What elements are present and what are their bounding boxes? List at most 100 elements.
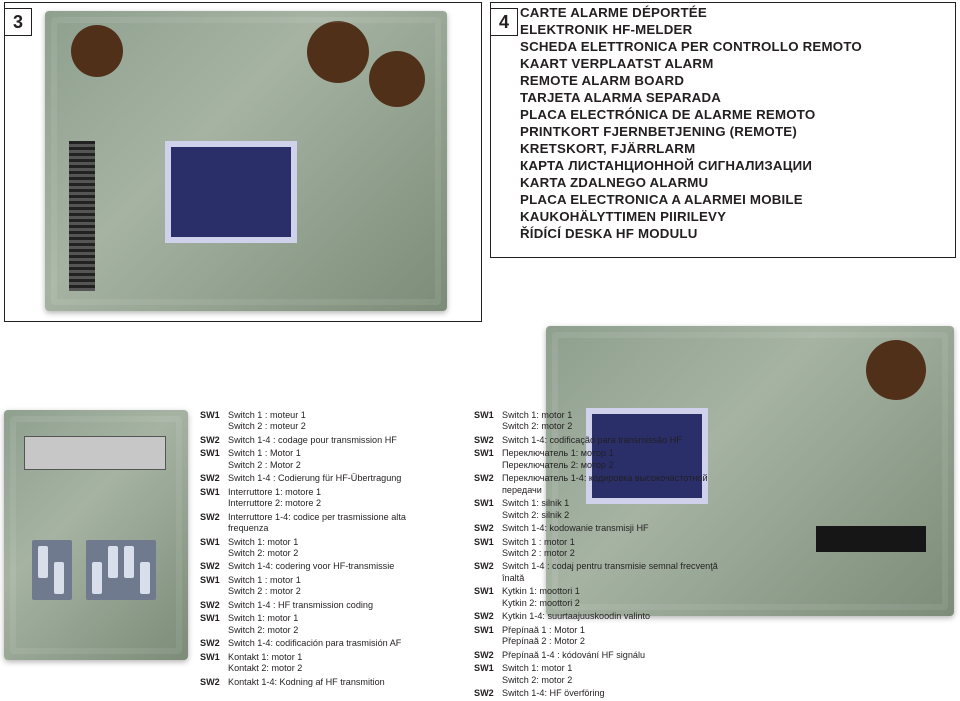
legend-entry: SW2Interruttore 1-4: codice per trasmiss… bbox=[200, 512, 448, 535]
header-line: KARTA ZDALNEGO ALARMU bbox=[520, 174, 952, 191]
legend-text: Switch 1-4: kodowanie transmisji HF bbox=[502, 523, 722, 534]
transformer-blue bbox=[165, 141, 297, 243]
legend-tag: SW1 bbox=[474, 498, 502, 521]
figure-4-number-text: 4 bbox=[499, 12, 509, 33]
legend-text: Switch 1 : Motor 1 Switch 2 : Motor 2 bbox=[228, 448, 448, 471]
dip-switch-sw2 bbox=[86, 540, 156, 600]
legend-entry: SW2Переключатель 1-4: кодировка высокоча… bbox=[474, 473, 722, 496]
legend-text: Switch 1 : moteur 1 Switch 2 : moteur 2 bbox=[228, 410, 448, 433]
legend-entry: SW2Switch 1-4: codificação para transmis… bbox=[474, 435, 722, 446]
legend-tag: SW2 bbox=[200, 435, 228, 446]
legend-text: Switch 1 : motor 1 Switch 2 : motor 2 bbox=[228, 575, 448, 598]
legend-entry: SW1Switch 1 : moteur 1 Switch 2 : moteur… bbox=[200, 410, 448, 433]
header-line: ELEKTRONIK HF-MELDER bbox=[520, 21, 952, 38]
legend-col-2: SW1Switch 1: motor 1 Switch 2: motor 2SW… bbox=[474, 410, 722, 701]
capacitor-r1 bbox=[866, 340, 926, 400]
legend-tag: SW1 bbox=[200, 487, 228, 510]
legend-text: Interruttore 1: motore 1 Interruttore 2:… bbox=[228, 487, 448, 510]
legend-text: Switch 1-4: codificación para trasmisión… bbox=[228, 638, 448, 649]
legend-entry: SW2Switch 1-4 : Codierung für HF-Übertra… bbox=[200, 473, 448, 484]
header-line: CARTE ALARME DÉPORTÉE bbox=[520, 4, 952, 21]
legend-entry: SW2Kontakt 1-4: Kodning af HF transmitio… bbox=[200, 677, 448, 688]
legend-entry: SW2Switch 1-4: codificación para trasmis… bbox=[200, 638, 448, 649]
legend-tag: SW2 bbox=[474, 435, 502, 446]
switch-legend: SW1Switch 1 : moteur 1 Switch 2 : moteur… bbox=[200, 410, 760, 701]
pcb-main-board bbox=[45, 11, 447, 311]
legend-text: Switch 1-4 : HF transmission coding bbox=[228, 600, 448, 611]
legend-tag: SW2 bbox=[200, 677, 228, 688]
legend-text: Přepínaă 1 : Motor 1 Přepínaă 2 : Motor … bbox=[502, 625, 722, 648]
legend-text: Switch 1-4: codificação para transmissão… bbox=[502, 435, 722, 446]
legend-entry: SW2Switch 1-4 : codaj pentru transmisie … bbox=[474, 561, 722, 584]
resistor-block bbox=[24, 436, 166, 470]
pcb-dip-detail bbox=[4, 410, 188, 660]
header-line: SCHEDA ELETTRONICA PER CONTROLLO REMOTO bbox=[520, 38, 952, 55]
header-multilang-list: CARTE ALARME DÉPORTÉEELEKTRONIK HF-MELDE… bbox=[520, 4, 952, 242]
legend-tag: SW1 bbox=[200, 410, 228, 433]
capacitor-2 bbox=[307, 21, 369, 83]
legend-entry: SW1Переключатель 1: мотор 1 Переключател… bbox=[474, 448, 722, 471]
dip-switch-sw1 bbox=[32, 540, 72, 600]
legend-tag: SW1 bbox=[474, 537, 502, 560]
legend-col-1: SW1Switch 1 : moteur 1 Switch 2 : moteur… bbox=[200, 410, 448, 701]
legend-text: Kontakt 1-4: Kodning af HF transmition bbox=[228, 677, 448, 688]
legend-entry: SW1Switch 1: motor 1 Switch 2: motor 2 bbox=[474, 663, 722, 686]
legend-entry: SW1Kytkin 1: moottori 1 Kytkin 2: mootto… bbox=[474, 586, 722, 609]
header-line: KAART VERPLAATST ALARM bbox=[520, 55, 952, 72]
legend-tag: SW2 bbox=[200, 600, 228, 611]
legend-tag: SW1 bbox=[474, 448, 502, 471]
header-line: PRINTKORT FJERNBETJENING (REMOTE) bbox=[520, 123, 952, 140]
legend-entry: SW2Kytkin 1-4: suurtaajuuskoodin valinto bbox=[474, 611, 722, 622]
legend-tag: SW1 bbox=[474, 410, 502, 433]
header-line: КАРТА ЛИСТАНЦИОННОЙ СИГНАЛИЗАЦИИ bbox=[520, 157, 952, 174]
capacitor-3 bbox=[369, 51, 425, 107]
legend-text: Switch 1-4: codering voor HF-transmissie bbox=[228, 561, 448, 572]
legend-entry: SW1Přepínaă 1 : Motor 1 Přepínaă 2 : Mot… bbox=[474, 625, 722, 648]
legend-text: Interruttore 1-4: codice per trasmission… bbox=[228, 512, 448, 535]
heatsink bbox=[69, 141, 95, 291]
legend-tag: SW1 bbox=[474, 625, 502, 648]
legend-text: Switch 1 : motor 1 Switch 2 : motor 2 bbox=[502, 537, 722, 560]
legend-entry: SW1Kontakt 1: motor 1 Kontakt 2: motor 2 bbox=[200, 652, 448, 675]
legend-tag: SW2 bbox=[474, 473, 502, 496]
header-line: KRETSKORT, FJÄRRLARM bbox=[520, 140, 952, 157]
legend-text: Switch 1-4 : codage pour transmission HF bbox=[228, 435, 448, 446]
legend-text: Kytkin 1: moottori 1 Kytkin 2: moottori … bbox=[502, 586, 722, 609]
legend-entry: SW1Interruttore 1: motore 1 Interruttore… bbox=[200, 487, 448, 510]
legend-text: Переключатель 1: мотор 1 Переключатель 2… bbox=[502, 448, 722, 471]
legend-tag: SW2 bbox=[474, 523, 502, 534]
legend-text: Přepínaă 1-4 : kódování HF signálu bbox=[502, 650, 722, 661]
legend-text: Switch 1-4 : codaj pentru transmisie sem… bbox=[502, 561, 722, 584]
legend-entry: SW2Switch 1-4 : HF transmission coding bbox=[200, 600, 448, 611]
legend-text: Switch 1: motor 1 Switch 2: motor 2 bbox=[502, 663, 722, 686]
capacitor-1 bbox=[71, 25, 123, 77]
legend-text: Switch 1-4 : Codierung für HF-Übertragun… bbox=[228, 473, 448, 484]
legend-tag: SW2 bbox=[200, 638, 228, 649]
legend-entry: SW1Switch 1: motor 1 Switch 2: motor 2 bbox=[200, 613, 448, 636]
legend-text: Switch 1: motor 1 Switch 2: motor 2 bbox=[228, 537, 448, 560]
legend-entry: SW1Switch 1: motor 1 Switch 2: motor 2 bbox=[200, 537, 448, 560]
header-line: REMOTE ALARM BOARD bbox=[520, 72, 952, 89]
legend-entry: SW2Switch 1-4: kodowanie transmisji HF bbox=[474, 523, 722, 534]
header-line: TARJETA ALARMA SEPARADA bbox=[520, 89, 952, 106]
legend-tag: SW1 bbox=[474, 663, 502, 686]
legend-text: Kontakt 1: motor 1 Kontakt 2: motor 2 bbox=[228, 652, 448, 675]
legend-tag: SW2 bbox=[474, 561, 502, 584]
figure-3-number: 3 bbox=[4, 8, 32, 36]
legend-entry: SW2Switch 1-4 : codage pour transmission… bbox=[200, 435, 448, 446]
legend-tag: SW1 bbox=[474, 586, 502, 609]
legend-tag: SW2 bbox=[200, 512, 228, 535]
legend-entry: SW2Switch 1-4: codering voor HF-transmis… bbox=[200, 561, 448, 572]
legend-entry: SW1Switch 1: motor 1 Switch 2: motor 2 bbox=[474, 410, 722, 433]
legend-entry: SW1Switch 1: silnik 1 Switch 2: silnik 2 bbox=[474, 498, 722, 521]
legend-text: Switch 1: motor 1 Switch 2: motor 2 bbox=[502, 410, 722, 433]
ic-chip bbox=[816, 526, 926, 552]
legend-tag: SW1 bbox=[200, 652, 228, 675]
legend-entry: SW1Switch 1 : motor 1 Switch 2 : motor 2 bbox=[474, 537, 722, 560]
legend-entry: SW1Switch 1 : motor 1 Switch 2 : motor 2 bbox=[200, 575, 448, 598]
legend-text: Switch 1: motor 1 Switch 2: motor 2 bbox=[228, 613, 448, 636]
legend-tag: SW2 bbox=[474, 611, 502, 622]
header-line: ŘÍDÍCÍ DESKA HF MODULU bbox=[520, 225, 952, 242]
header-line: PLACA ELECTRÓNICA DE ALARME REMOTO bbox=[520, 106, 952, 123]
header-line: PLACA ELECTRONICA A ALARMEI MOBILE bbox=[520, 191, 952, 208]
